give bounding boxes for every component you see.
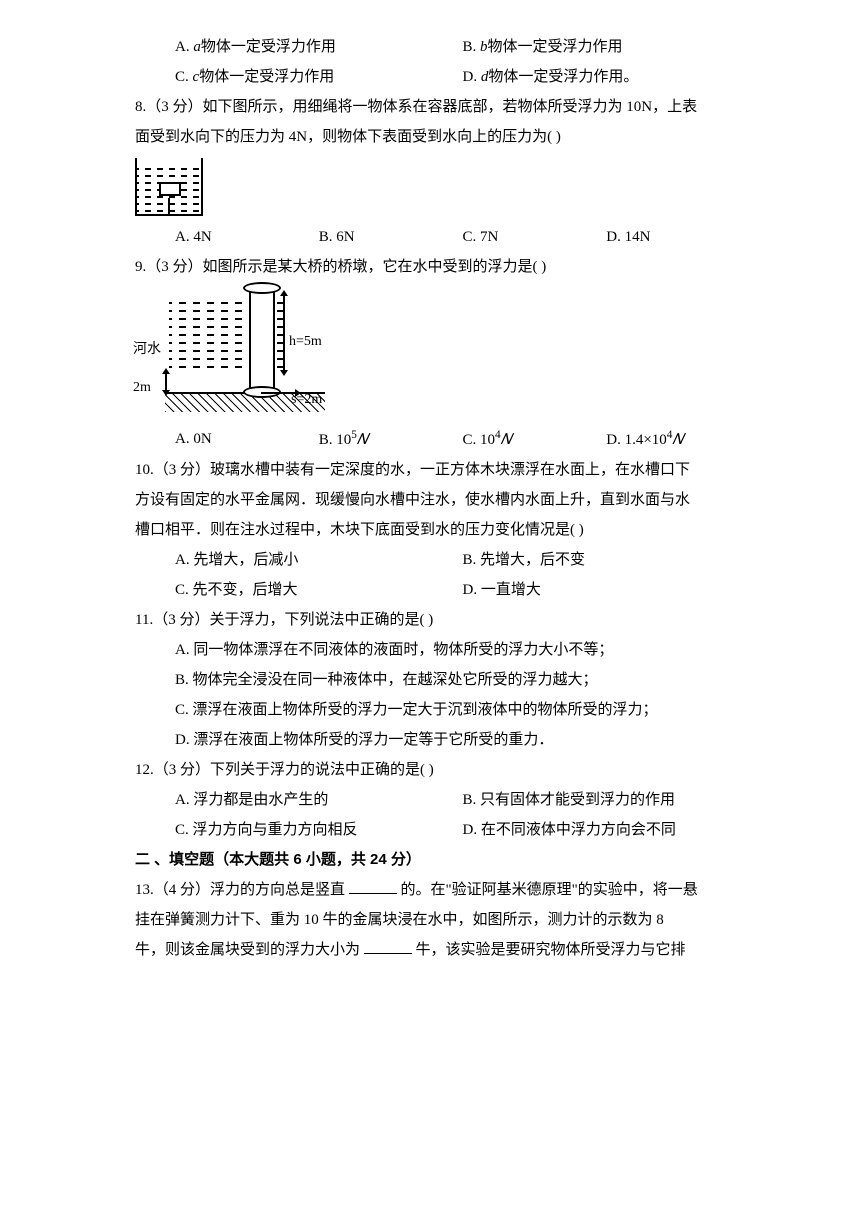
q9-option-c[interactable]: C. 104𝑁	[463, 424, 607, 455]
q12-option-d[interactable]: D. 在不同液体中浮力方向会不同	[463, 815, 751, 845]
q13-line2: 挂在弹簧测力计下、重为 10 牛的金属块浸在水中，如图所示，测力计的示数为 8	[135, 905, 750, 935]
q12-option-b[interactable]: B. 只有固体才能受到浮力的作用	[463, 785, 751, 815]
q8-option-a[interactable]: A. 4N	[175, 222, 319, 252]
q9-option-a[interactable]: A. 0N	[175, 424, 319, 455]
section-2-heading: 二 、填空题（本大题共 6 小题，共 24 分）	[135, 845, 750, 875]
q7-option-b[interactable]: B. b物体一定受浮力作用	[463, 32, 751, 62]
q12-stem: 12.（3 分）下列关于浮力的说法中正确的是( )	[135, 755, 750, 785]
q10-options-row1: A. 先增大，后减小 B. 先增大，后不变	[135, 545, 750, 575]
q10-stem-line1: 10.（3 分）玻璃水槽中装有一定深度的水，一正方体木块漂浮在水面上，在水槽口下	[135, 455, 750, 485]
q10-option-a[interactable]: A. 先增大，后减小	[175, 545, 463, 575]
q10-option-b[interactable]: B. 先增大，后不变	[463, 545, 751, 575]
q13-line3: 牛，则该金属块受到的浮力大小为 牛，该实验是要研究物体所受浮力与它排	[135, 935, 750, 965]
q11-option-c[interactable]: C. 漂浮在液面上物体所受的浮力一定大于沉到液体中的物体所受的浮力；	[135, 695, 750, 725]
q9-option-d[interactable]: D. 1.4×104𝑁	[606, 424, 750, 455]
q12-option-a[interactable]: A. 浮力都是由水产生的	[175, 785, 463, 815]
q11-option-d[interactable]: D. 漂浮在液面上物体所受的浮力一定等于它所受的重力．	[135, 725, 750, 755]
q10-option-d[interactable]: D. 一直增大	[463, 575, 751, 605]
q8-option-b[interactable]: B. 6N	[319, 222, 463, 252]
q7-options-row1: A. a物体一定受浮力作用 B. b物体一定受浮力作用	[135, 32, 750, 62]
q7-option-c[interactable]: C. c物体一定受浮力作用	[175, 62, 463, 92]
q8-stem-line2: 面受到水向下的压力为 4N，则物体下表面受到水向上的压力为( )	[135, 122, 750, 152]
q8-options: A. 4N B. 6N C. 7N D. 14N	[135, 222, 750, 252]
q11-stem: 11.（3 分）关于浮力，下列说法中正确的是( )	[135, 605, 750, 635]
q10-option-c[interactable]: C. 先不变，后增大	[175, 575, 463, 605]
q11-option-a[interactable]: A. 同一物体漂浮在不同液体的液面时，物体所受的浮力大小不等；	[135, 635, 750, 665]
q12-options-row2: C. 浮力方向与重力方向相反 D. 在不同液体中浮力方向会不同	[135, 815, 750, 845]
q8-stem-line1: 8.（3 分）如下图所示，用细绳将一物体系在容器底部，若物体所受浮力为 10N，…	[135, 92, 750, 122]
q7-option-a[interactable]: A. a物体一定受浮力作用	[175, 32, 463, 62]
q11-option-b[interactable]: B. 物体完全浸没在同一种液体中，在越深处它所受的浮力越大；	[135, 665, 750, 695]
q10-stem-line3: 槽口相平．则在注水过程中，木块下底面受到水的压力变化情况是( )	[135, 515, 750, 545]
q8-option-c[interactable]: C. 7N	[463, 222, 607, 252]
q12-options-row1: A. 浮力都是由水产生的 B. 只有固体才能受到浮力的作用	[135, 785, 750, 815]
q13-line1: 13.（4 分）浮力的方向总是竖直 的。在"验证阿基米德原理"的实验中，将一悬	[135, 875, 750, 905]
q9-figure: h=5m 河水 2m s=2m	[165, 288, 750, 418]
q8-option-d[interactable]: D. 14N	[606, 222, 750, 252]
q9-stem: 9.（3 分）如图所示是某大桥的桥墩，它在水中受到的浮力是( )	[135, 252, 750, 282]
q9-options: A. 0N B. 105𝑁 C. 104𝑁 D. 1.4×104𝑁	[135, 424, 750, 455]
q8-figure	[135, 158, 750, 216]
blank-2[interactable]	[364, 939, 412, 954]
q10-options-row2: C. 先不变，后增大 D. 一直增大	[135, 575, 750, 605]
q7-option-d[interactable]: D. d物体一定受浮力作用。	[463, 62, 751, 92]
q7-options-row2: C. c物体一定受浮力作用 D. d物体一定受浮力作用。	[135, 62, 750, 92]
blank-1[interactable]	[349, 879, 397, 894]
q9-option-b[interactable]: B. 105𝑁	[319, 424, 463, 455]
q10-stem-line2: 方设有固定的水平金属网．现缓慢向水槽中注水，使水槽内水面上升，直到水面与水	[135, 485, 750, 515]
q12-option-c[interactable]: C. 浮力方向与重力方向相反	[175, 815, 463, 845]
